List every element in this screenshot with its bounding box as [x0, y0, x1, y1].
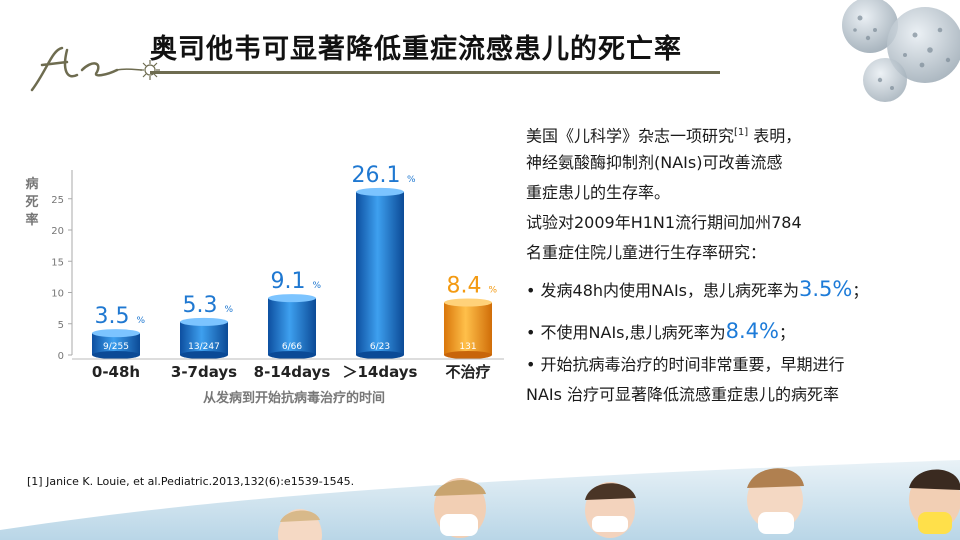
y-axis-label: 率	[25, 212, 38, 228]
bar-base	[92, 351, 140, 359]
text-line: 美国《儿科学》杂志一项研究[1] 表明，	[526, 122, 946, 152]
highlight-8-4: 8.4%	[725, 319, 779, 343]
bar-value-label: 8.4	[447, 274, 482, 299]
bar-count-label: 131	[459, 342, 476, 352]
child-figure-icon	[909, 469, 960, 534]
y-axis-label: 死	[25, 195, 38, 210]
y-tick-label: 20	[51, 226, 64, 237]
bullet-3: • 开始抗病毒治疗的时间非常重要，早期进行	[526, 355, 845, 374]
title-divider	[150, 71, 720, 74]
bar-value-label: 3.5	[95, 304, 130, 329]
text-p1-end: 表明，	[748, 126, 802, 146]
bar-base	[356, 351, 404, 359]
bar-base	[180, 351, 228, 359]
bar-count-label: 9/255	[103, 342, 129, 352]
y-tick-label: 25	[51, 195, 64, 206]
bullet-3-cont: NAIs 治疗可显著降低流感重症患儿的病死率	[526, 385, 840, 404]
y-axis-label: 病	[25, 176, 38, 192]
bullet-1: • 发病48h内使用NAIs，患儿病死率为3.5%；	[526, 277, 869, 301]
bullet-2: • 不使用NAIs,患儿病死率为8.4%；	[526, 319, 795, 343]
x-axis-label: 从发病到开始抗病毒治疗的时间	[203, 390, 385, 406]
bar	[92, 333, 140, 355]
bar-base	[444, 351, 492, 359]
x-category-label: 3-7days	[171, 363, 237, 381]
bar-base	[268, 351, 316, 359]
child-figure-icon	[434, 478, 486, 538]
citation-marker: [1]	[734, 127, 749, 138]
child-figure-icon	[747, 468, 804, 534]
text-p2: 神经氨酸酶抑制剂(NAIs)可改善流感	[526, 153, 783, 172]
bar	[268, 298, 316, 355]
y-tick-label: 15	[51, 257, 64, 268]
bar-cap	[180, 317, 228, 326]
mortality-bar-chart: 病死率 0 5 10 15 20 25 9/255 3.5 % 0-48h 13/247 5.3 % 3-7…	[25, 163, 504, 406]
text-p5: 名重症住院儿童进行生存率研究：	[526, 243, 767, 262]
bar-cap	[92, 329, 140, 338]
page-title: 奥司他韦可显著降低重症流感患儿的死亡率	[150, 34, 682, 65]
y-tick-label: 5	[58, 320, 64, 331]
children-banner-image	[0, 460, 960, 540]
logo-icon	[30, 46, 160, 92]
text-p1: 美国《儿科学》杂志一项研究	[526, 126, 735, 146]
bar-value-unit: %	[313, 281, 322, 291]
bar-cap	[356, 187, 404, 196]
highlight-3-5: 3.5%	[799, 277, 853, 301]
bar-cap	[444, 298, 492, 307]
bar-cap	[268, 294, 316, 303]
bar-value-unit: %	[137, 316, 146, 326]
text-p3: 重症患儿的生存率。	[526, 183, 671, 202]
bar-value-label: 9.1	[271, 269, 306, 294]
y-tick-label: 10	[51, 289, 64, 300]
y-tick-label: 0	[58, 351, 64, 362]
text-p4: 试验对2009年H1N1流行期间加州784	[526, 213, 802, 232]
x-category-label: ＞14days	[343, 363, 418, 381]
bar-value-unit: %	[225, 305, 234, 315]
bar-count-label: 6/66	[282, 342, 302, 352]
bar-count-label: 6/23	[370, 342, 390, 352]
bar-value-unit: %	[407, 175, 416, 185]
virus-decoration-icon	[842, 0, 960, 102]
reference-footnote: [1] Janice K. Louie, et al.Pediatric.201…	[27, 475, 355, 488]
x-category-label: 不治疗	[445, 363, 490, 381]
x-category-label: 0-48h	[92, 363, 140, 381]
bar	[356, 191, 404, 355]
x-category-label: 8-14days	[254, 363, 331, 381]
bar-value-label: 26.1	[352, 163, 401, 188]
bar	[180, 321, 228, 355]
bar	[444, 302, 492, 355]
bar-value-label: 5.3	[183, 293, 218, 318]
study-description: 美国《儿科学》杂志一项研究[1] 表明， 神经氨酸酶抑制剂(NAIs)可改善流感…	[526, 122, 946, 414]
child-figure-icon	[585, 482, 636, 538]
child-figure-icon	[278, 509, 322, 540]
bar-count-label: 13/247	[188, 342, 220, 352]
bar-value-unit: %	[489, 286, 498, 296]
